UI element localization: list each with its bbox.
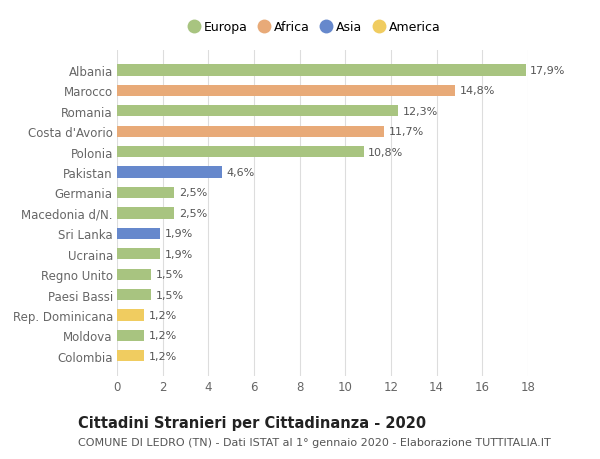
Text: 11,7%: 11,7%	[389, 127, 424, 137]
Text: Cittadini Stranieri per Cittadinanza - 2020: Cittadini Stranieri per Cittadinanza - 2…	[78, 415, 426, 431]
Bar	[117, 86, 455, 97]
Text: COMUNE DI LEDRO (TN) - Dati ISTAT al 1° gennaio 2020 - Elaborazione TUTTITALIA.I: COMUNE DI LEDRO (TN) - Dati ISTAT al 1° …	[78, 437, 551, 447]
Bar	[117, 330, 145, 341]
Text: 10,8%: 10,8%	[368, 147, 403, 157]
Bar	[117, 310, 145, 321]
Bar	[117, 350, 145, 362]
Text: 1,9%: 1,9%	[165, 229, 193, 239]
Bar	[117, 187, 174, 199]
Text: 17,9%: 17,9%	[530, 66, 566, 76]
Text: 2,5%: 2,5%	[179, 208, 207, 218]
Bar	[117, 269, 151, 280]
Bar	[117, 249, 160, 260]
Text: 1,2%: 1,2%	[149, 330, 177, 341]
Text: 2,5%: 2,5%	[179, 188, 207, 198]
Text: 1,2%: 1,2%	[149, 351, 177, 361]
Text: 4,6%: 4,6%	[227, 168, 255, 178]
Text: 14,8%: 14,8%	[460, 86, 495, 96]
Text: 12,3%: 12,3%	[403, 106, 437, 117]
Text: 1,9%: 1,9%	[165, 249, 193, 259]
Bar	[117, 208, 174, 219]
Bar	[117, 65, 526, 77]
Bar	[117, 147, 364, 158]
Text: 1,5%: 1,5%	[156, 269, 184, 280]
Bar	[117, 167, 222, 178]
Bar	[117, 126, 384, 138]
Text: 1,2%: 1,2%	[149, 310, 177, 320]
Bar	[117, 289, 151, 301]
Text: 1,5%: 1,5%	[156, 290, 184, 300]
Legend: Europa, Africa, Asia, America: Europa, Africa, Asia, America	[188, 21, 440, 34]
Bar	[117, 106, 398, 117]
Bar	[117, 228, 160, 240]
